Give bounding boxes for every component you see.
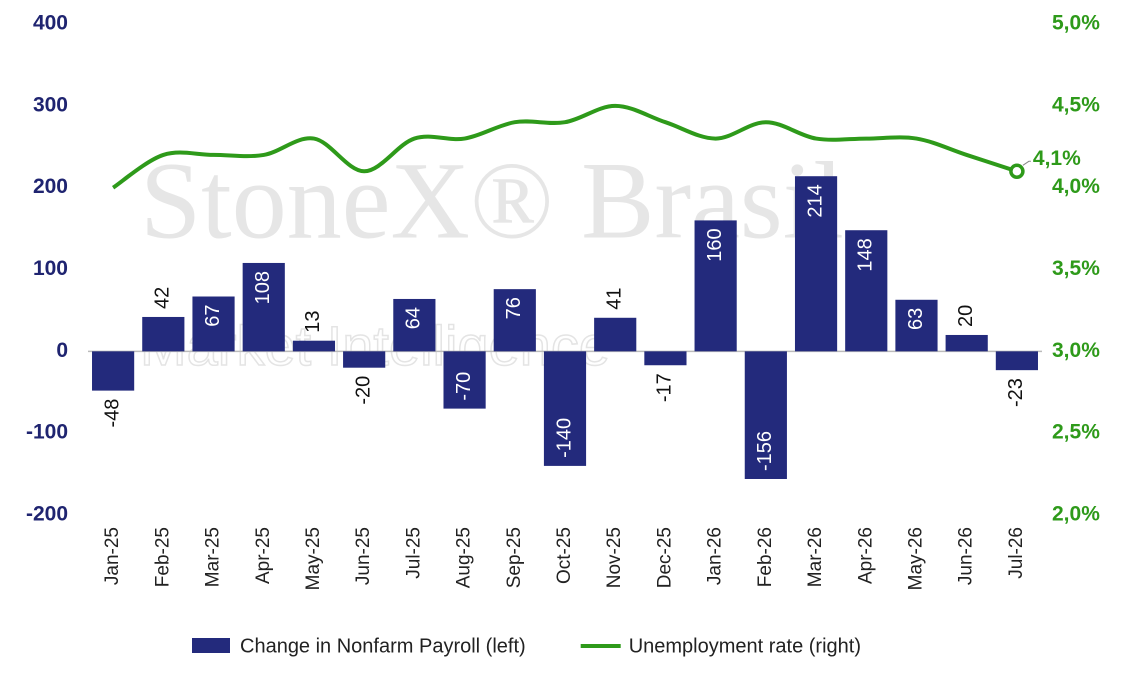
y2-tick-label: 4,5% — [1052, 93, 1100, 116]
value-label: -140 — [553, 418, 575, 458]
y2-tick-label: 4,0% — [1052, 175, 1100, 198]
bar — [895, 299, 938, 352]
value-label: 42 — [152, 287, 174, 309]
bar — [493, 289, 536, 352]
x-tick-label: Nov-25 — [604, 527, 625, 588]
x-tick-label: Feb-26 — [755, 527, 776, 587]
value-label: 76 — [503, 297, 525, 319]
bar — [92, 351, 135, 391]
bar — [142, 316, 185, 352]
y-tick-label: 200 — [33, 175, 68, 198]
value-label: -70 — [453, 372, 475, 401]
bar — [393, 298, 436, 352]
y-tick-label: 300 — [33, 93, 68, 116]
value-label: 148 — [855, 238, 877, 271]
value-label: 4,1% — [1033, 147, 1081, 170]
value-label: 41 — [603, 288, 625, 310]
y-tick-label: 0 — [56, 339, 68, 362]
x-tick-label: Oct-25 — [554, 527, 575, 584]
y2-tick-label: 3,0% — [1052, 339, 1100, 362]
x-tick-label: Sep-25 — [504, 527, 525, 588]
bar — [192, 296, 235, 352]
bar — [292, 340, 336, 352]
bar — [945, 334, 988, 352]
y2-tick-label: 5,0% — [1052, 12, 1100, 35]
x-tick-label: Jun-25 — [353, 527, 374, 585]
bar — [594, 317, 637, 352]
x-tick-label: May-26 — [905, 527, 926, 590]
value-label: 67 — [202, 305, 224, 327]
y-tick-label: 100 — [33, 257, 68, 280]
y-tick-label: -100 — [26, 421, 68, 444]
x-tick-label: Mar-25 — [203, 527, 224, 587]
bar — [845, 230, 888, 352]
bar — [343, 351, 386, 368]
bar — [543, 351, 587, 466]
x-tick-label: Jan-25 — [102, 527, 123, 585]
end-marker — [1009, 163, 1025, 180]
value-label: 20 — [955, 305, 977, 327]
legend-label: Change in Nonfarm Payroll (left) — [240, 635, 526, 657]
x-tick-label: Apr-25 — [253, 527, 274, 584]
x-tick-label: May-25 — [303, 527, 324, 590]
bar — [744, 351, 787, 479]
bar — [794, 176, 838, 352]
y2-tick-label: 3,5% — [1052, 257, 1100, 280]
line — [111, 103, 1018, 190]
x-tick-label: Feb-25 — [152, 527, 173, 587]
y-tick-label: 400 — [33, 12, 68, 35]
label-leader — [1022, 160, 1031, 166]
value-label: -48 — [101, 399, 123, 428]
value-label: 64 — [403, 307, 425, 329]
y2-tick-label: 2,5% — [1052, 421, 1100, 444]
x-tick-label: Dec-25 — [654, 527, 675, 588]
x-tick-label: Jun-26 — [956, 527, 977, 585]
value-label: 214 — [804, 184, 826, 217]
x-tick-label: Apr-26 — [855, 527, 876, 584]
bar — [242, 262, 285, 352]
bar — [694, 220, 737, 352]
x-tick-label: Aug-25 — [454, 527, 475, 588]
bar — [644, 351, 687, 366]
value-label: -23 — [1005, 378, 1027, 407]
value-label: -156 — [754, 431, 776, 471]
x-tick-label: Mar-26 — [805, 527, 826, 587]
x-tick-label: Jan-26 — [705, 527, 726, 585]
value-label: -17 — [654, 373, 676, 402]
bar — [443, 351, 486, 409]
y2-tick-label: 2,0% — [1052, 503, 1100, 526]
value-label: 108 — [252, 271, 274, 304]
value-label: -20 — [352, 376, 374, 405]
y-tick-label: -200 — [26, 503, 68, 526]
value-label: 160 — [704, 228, 726, 261]
legend-swatch — [192, 638, 230, 653]
value-label: 63 — [905, 308, 927, 330]
x-tick-label: Jul-25 — [403, 527, 424, 579]
x-tick-label: Jul-26 — [1006, 527, 1027, 579]
legend-label: Unemployment rate (right) — [629, 635, 861, 657]
bar — [995, 351, 1038, 371]
value-label: 13 — [302, 310, 324, 332]
